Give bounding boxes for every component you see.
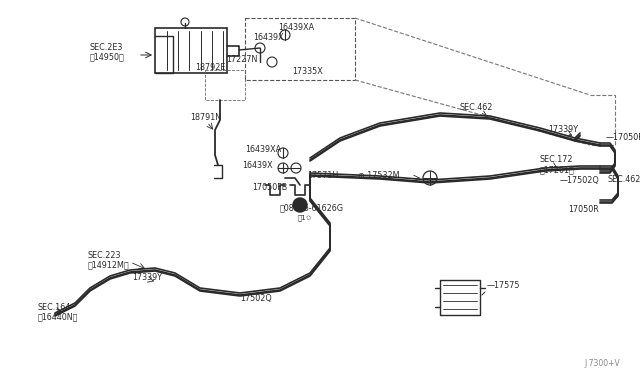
Text: 16439XA: 16439XA <box>278 22 314 32</box>
Text: SEC.164: SEC.164 <box>38 302 71 311</box>
Text: 〔16440N〕: 〔16440N〕 <box>38 312 78 321</box>
Text: 18791N: 18791N <box>190 113 221 122</box>
Text: 17502Q: 17502Q <box>240 294 272 302</box>
Text: SEC.2E3: SEC.2E3 <box>90 44 124 52</box>
Text: —17050R: —17050R <box>606 134 640 142</box>
Text: 17339Y: 17339Y <box>132 273 162 282</box>
Text: 18792E: 18792E <box>195 64 225 73</box>
Text: 17227N: 17227N <box>227 55 258 64</box>
Text: 16439X: 16439X <box>253 32 284 42</box>
Text: 17571H: 17571H <box>307 170 339 180</box>
Text: SEC.223: SEC.223 <box>88 250 122 260</box>
FancyBboxPatch shape <box>155 28 227 73</box>
Text: 〔14912M〕: 〔14912M〕 <box>88 260 130 269</box>
Text: 17050FB: 17050FB <box>252 183 287 192</box>
Text: 〔17201〕: 〔17201〕 <box>540 166 575 174</box>
Text: —17502Q: —17502Q <box>560 176 600 185</box>
Text: 08146-61626G: 08146-61626G <box>280 203 344 212</box>
Text: 〔14950〕: 〔14950〕 <box>90 52 125 61</box>
Text: SEC.172: SEC.172 <box>540 155 573 164</box>
Text: SEC.462: SEC.462 <box>608 176 640 185</box>
Text: J 7300+V: J 7300+V <box>584 359 620 368</box>
Text: 17050R: 17050R <box>568 205 599 215</box>
Text: B: B <box>298 202 302 208</box>
Text: 16439X: 16439X <box>242 160 273 170</box>
Circle shape <box>293 198 307 212</box>
Text: ⊕ 17532M: ⊕ 17532M <box>358 170 400 180</box>
Text: ✨1✩: ✨1✩ <box>298 215 312 221</box>
Text: 17339Y: 17339Y <box>548 125 578 135</box>
Text: 16439XA: 16439XA <box>245 145 281 154</box>
Text: 17335X: 17335X <box>292 67 323 77</box>
Text: —17575: —17575 <box>487 280 520 289</box>
Text: SEC.462: SEC.462 <box>460 103 493 112</box>
